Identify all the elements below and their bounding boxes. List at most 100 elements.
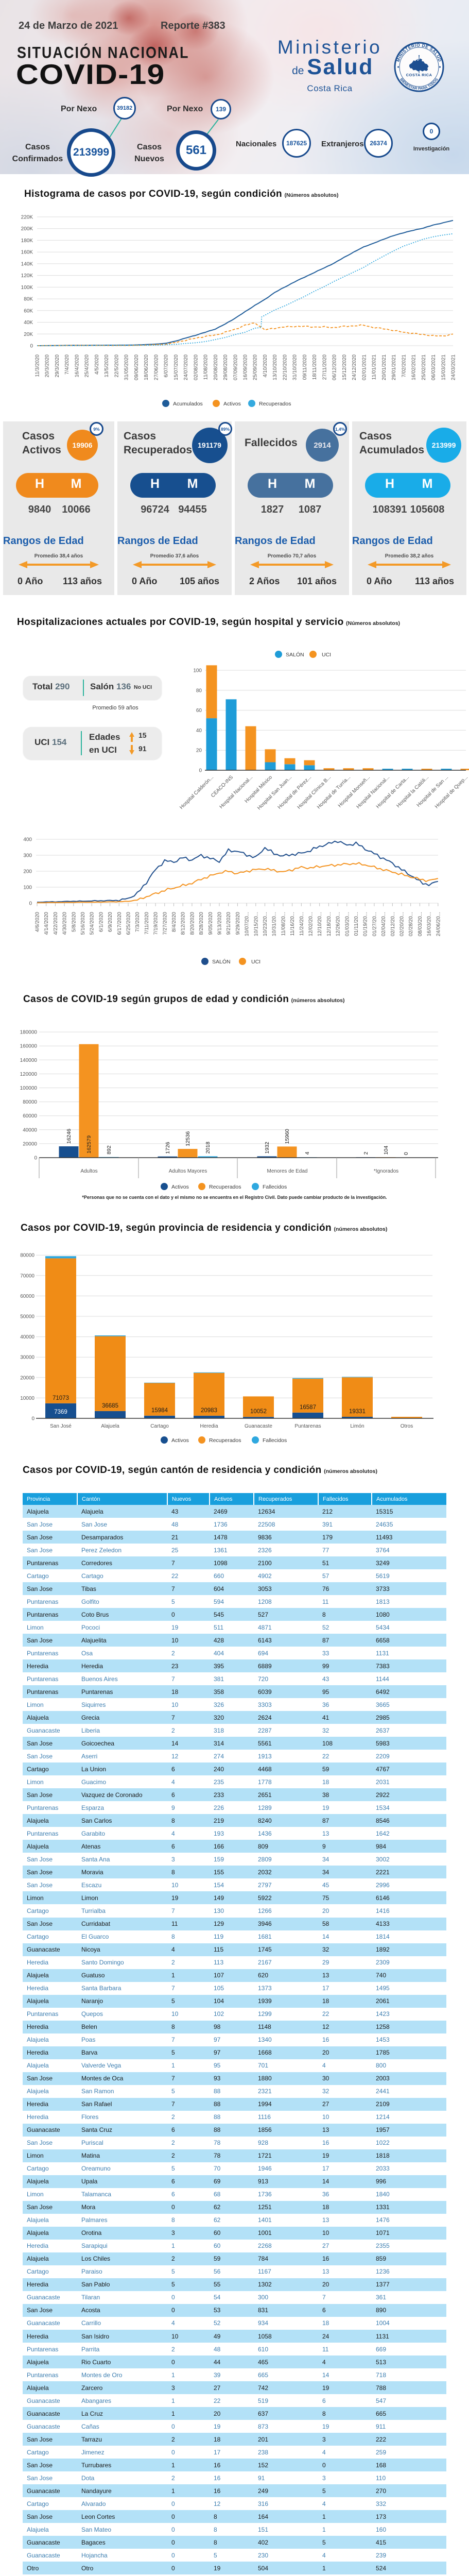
svg-text:892: 892 bbox=[106, 1145, 112, 1155]
svg-text:16/02/2021: 16/02/2021 bbox=[411, 354, 417, 380]
svg-text:220K: 220K bbox=[21, 215, 33, 221]
svg-text:160000: 160000 bbox=[20, 1044, 38, 1049]
svg-text:16/09/2020: 16/09/2020 bbox=[243, 354, 249, 380]
svg-text:25/4/2020: 25/4/2020 bbox=[84, 354, 90, 378]
svg-text:8/4/2020: 8/4/2020 bbox=[171, 912, 177, 932]
svg-text:20/3/2020: 20/3/2020 bbox=[45, 354, 50, 378]
svg-text:4: 4 bbox=[304, 1151, 310, 1155]
svg-text:18/11/2020: 18/11/2020 bbox=[312, 354, 318, 380]
svg-text:10052: 10052 bbox=[250, 1409, 267, 1415]
svg-text:09/11/2020: 09/11/2020 bbox=[302, 354, 308, 380]
svg-text:07/09/2020: 07/09/2020 bbox=[233, 354, 238, 380]
svg-text:Fallecidos: Fallecidos bbox=[263, 1437, 287, 1444]
svg-text:80K: 80K bbox=[24, 297, 33, 302]
svg-text:180000: 180000 bbox=[20, 1030, 38, 1036]
svg-text:Puntarenas: Puntarenas bbox=[294, 1423, 321, 1429]
svg-text:200K: 200K bbox=[21, 226, 33, 232]
svg-text:29/08/2020: 29/08/2020 bbox=[223, 354, 229, 380]
svg-text:24/07/2020: 24/07/2020 bbox=[183, 354, 189, 380]
svg-text:13/5/2020: 13/5/2020 bbox=[104, 354, 110, 378]
svg-text:Hospital de Turria...: Hospital de Turria... bbox=[316, 774, 352, 810]
svg-text:Fallecidos: Fallecidos bbox=[263, 1184, 287, 1190]
svg-text:31/10/2020: 31/10/2020 bbox=[292, 354, 298, 380]
svg-text:San José: San José bbox=[50, 1423, 72, 1429]
svg-text:4/22/2020: 4/22/2020 bbox=[53, 912, 59, 935]
svg-text:20000: 20000 bbox=[20, 1375, 34, 1381]
svg-text:19331: 19331 bbox=[349, 1409, 366, 1415]
svg-text:140K: 140K bbox=[21, 261, 33, 267]
svg-text:02/08/2020: 02/08/2020 bbox=[193, 354, 199, 380]
svg-text:0: 0 bbox=[29, 901, 32, 907]
svg-text:10/07/20...: 10/07/20... bbox=[245, 912, 250, 936]
svg-text:5/8/2020: 5/8/2020 bbox=[71, 912, 77, 932]
svg-text:UCI: UCI bbox=[322, 652, 331, 658]
svg-text:11/3/2020: 11/3/2020 bbox=[35, 354, 41, 377]
svg-text:12536: 12536 bbox=[185, 1131, 191, 1146]
svg-text:5/24/2020: 5/24/2020 bbox=[90, 912, 95, 935]
svg-text:13/10/2020: 13/10/2020 bbox=[272, 354, 278, 380]
svg-text:12/26/20...: 12/26/20... bbox=[336, 912, 341, 936]
svg-text:Alajuela: Alajuela bbox=[101, 1423, 119, 1429]
svg-text:Activos: Activos bbox=[171, 1437, 189, 1444]
svg-text:80000: 80000 bbox=[20, 1253, 34, 1259]
svg-text:UCI: UCI bbox=[251, 959, 260, 965]
svg-text:20K: 20K bbox=[24, 332, 33, 337]
svg-text:16587: 16587 bbox=[300, 1404, 316, 1411]
svg-text:4/14/2020: 4/14/2020 bbox=[44, 912, 49, 935]
svg-text:11/08/2020: 11/08/2020 bbox=[203, 354, 209, 380]
svg-text:01/03/20...: 01/03/20... bbox=[344, 912, 350, 936]
svg-text:Hospital Clínica B...: Hospital Clínica B... bbox=[297, 774, 332, 810]
svg-text:160K: 160K bbox=[21, 250, 33, 256]
svg-text:2018: 2018 bbox=[205, 1142, 211, 1154]
svg-text:7/4/2020: 7/4/2020 bbox=[64, 354, 70, 375]
svg-text:7/19/2020: 7/19/2020 bbox=[153, 912, 159, 935]
svg-text:4/30/2020: 4/30/2020 bbox=[62, 912, 68, 935]
svg-text:20000: 20000 bbox=[23, 1141, 37, 1147]
svg-text:25/02/2021: 25/02/2021 bbox=[421, 354, 427, 380]
svg-text:16/4/2020: 16/4/2020 bbox=[75, 354, 80, 378]
svg-text:9/13/2020: 9/13/2020 bbox=[217, 912, 223, 935]
svg-text:120000: 120000 bbox=[20, 1072, 38, 1077]
svg-text:Activos: Activos bbox=[223, 401, 241, 407]
svg-text:12/02/20...: 12/02/20... bbox=[308, 912, 314, 936]
svg-text:15960: 15960 bbox=[284, 1129, 290, 1144]
svg-text:100K: 100K bbox=[21, 285, 33, 291]
svg-text:31/05/2020: 31/05/2020 bbox=[124, 354, 130, 380]
svg-text:6/07/2020: 6/07/2020 bbox=[164, 354, 169, 378]
svg-text:11/08/20...: 11/08/20... bbox=[281, 912, 286, 936]
svg-text:09/06/2020: 09/06/2020 bbox=[134, 354, 140, 380]
svg-text:1726: 1726 bbox=[165, 1142, 171, 1154]
svg-text:01/19/20...: 01/19/20... bbox=[363, 912, 369, 936]
svg-text:4/10/2020: 4/10/2020 bbox=[263, 354, 268, 378]
svg-text:80: 80 bbox=[196, 688, 202, 693]
svg-text:0: 0 bbox=[30, 344, 33, 349]
svg-text:40K: 40K bbox=[24, 320, 33, 326]
svg-text:24/03/2021: 24/03/2021 bbox=[451, 354, 457, 380]
svg-text:4/5/2020: 4/5/2020 bbox=[94, 354, 100, 375]
svg-text:40000: 40000 bbox=[20, 1334, 34, 1340]
svg-text:Hospital de Pérez...: Hospital de Pérez... bbox=[277, 774, 312, 810]
svg-text:104: 104 bbox=[383, 1146, 389, 1155]
svg-text:71073: 71073 bbox=[53, 1395, 69, 1401]
svg-text:01/27/20...: 01/27/20... bbox=[372, 912, 377, 936]
svg-text:70000: 70000 bbox=[20, 1273, 34, 1279]
svg-text:4/6/2020: 4/6/2020 bbox=[35, 912, 41, 932]
svg-text:22/5/2020: 22/5/2020 bbox=[114, 354, 119, 378]
svg-text:06/03/2021: 06/03/2021 bbox=[431, 354, 437, 380]
svg-text:60000: 60000 bbox=[23, 1113, 37, 1119]
svg-text:25/09/2020: 25/09/2020 bbox=[253, 354, 258, 380]
svg-text:8/20/2020: 8/20/2020 bbox=[189, 912, 195, 935]
svg-text:140000: 140000 bbox=[20, 1058, 38, 1063]
svg-text:11/24/20...: 11/24/20... bbox=[299, 912, 305, 936]
svg-text:16246: 16246 bbox=[66, 1129, 72, 1144]
svg-text:80000: 80000 bbox=[23, 1099, 37, 1105]
svg-text:18/06/2020: 18/06/2020 bbox=[144, 354, 149, 380]
svg-text:27/06/2020: 27/06/2020 bbox=[153, 354, 159, 380]
svg-text:120K: 120K bbox=[21, 273, 33, 279]
svg-text:02/28/20...: 02/28/20... bbox=[408, 912, 414, 936]
svg-text:27/11/2020: 27/11/2020 bbox=[322, 354, 327, 380]
svg-text:60000: 60000 bbox=[20, 1294, 34, 1299]
svg-text:9/05/2020: 9/05/2020 bbox=[208, 912, 214, 935]
svg-text:6/1/2020: 6/1/2020 bbox=[98, 912, 104, 932]
svg-text:20: 20 bbox=[196, 748, 202, 754]
